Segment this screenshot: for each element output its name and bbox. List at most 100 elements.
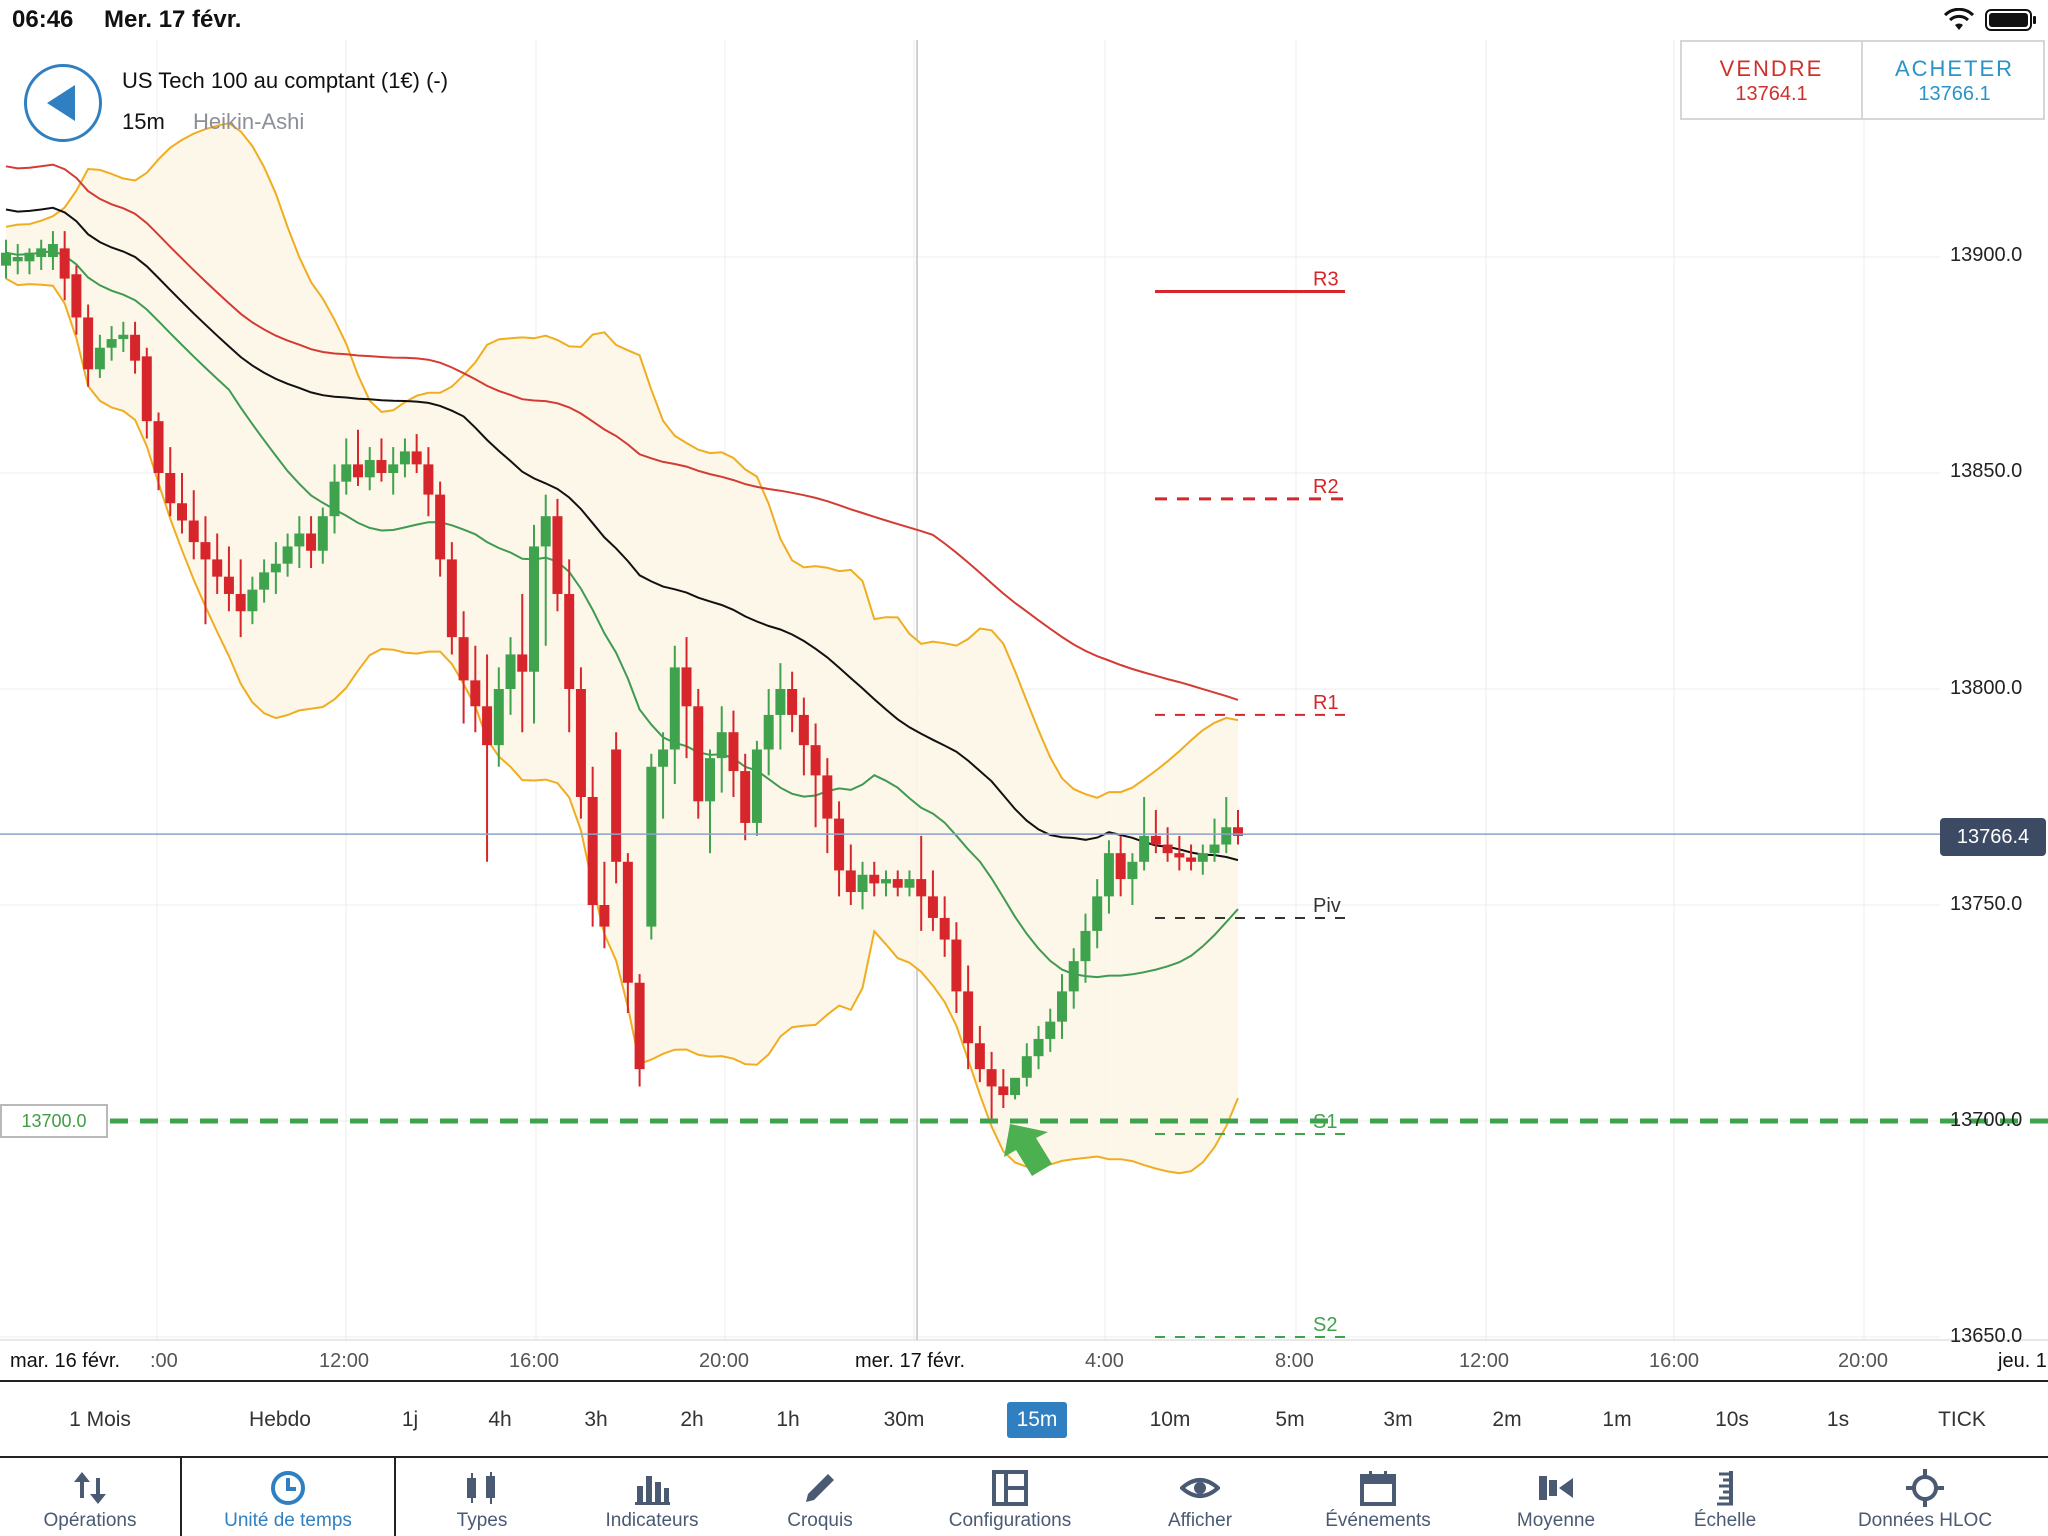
current-price-tag: 13766.4 [1940,818,2046,856]
operations-button[interactable]: Opérations [0,1458,180,1536]
candle-down [728,732,739,772]
candle-down [470,680,481,707]
timeframe-1s[interactable]: 1s [1826,1408,1850,1431]
candle-up [1,252,11,266]
candle-down [423,464,434,495]
candle-up [282,546,293,564]
candle-up [118,334,129,340]
price-axis-label: 13850.0 [1950,460,2023,482]
buy-button[interactable]: ACHETER 13766.1 [1864,42,2045,118]
pencil-icon [806,1474,834,1502]
candle-down [59,248,70,279]
candle-down [212,559,223,577]
time-unit-button[interactable]: Unité de temps [182,1458,394,1536]
timeframe-weekly[interactable]: Hebdo [249,1408,311,1431]
back-button[interactable] [24,64,102,142]
price-axis-label: 13700.0 [1950,1109,2023,1131]
candle-down [564,593,575,689]
candle-up [247,589,258,612]
price-chart[interactable]: R3R2R1PivS1S2 [0,0,2048,1380]
candle-down [587,797,598,905]
candle-down [458,637,469,681]
hloc-data-button[interactable]: Données HLOC [1810,1458,2040,1536]
candle-down [787,689,798,715]
candle-up [1197,853,1208,862]
candle-down [353,464,363,478]
candle-up [1209,844,1220,854]
toolbar-label: Données HLOC [1857,1510,1993,1531]
toolbar-separator [394,1456,396,1536]
configurations-button[interactable]: Configurations [904,1458,1116,1536]
average-button[interactable]: Moyenne [1472,1458,1640,1536]
sketch-button[interactable]: Croquis [736,1458,904,1536]
candle-down [446,559,457,638]
scale-button[interactable]: Échelle [1640,1458,1810,1536]
timeframe-3m[interactable]: 3m [1383,1408,1413,1431]
candle-down [575,689,586,797]
candle-up [364,460,375,478]
candle-down [552,516,563,594]
candle-down [1162,844,1173,854]
timeframe-tick[interactable]: TICK [1938,1408,1986,1431]
sell-button[interactable]: VENDRE 13764.1 [1682,42,1863,118]
pivot-label-r3: R3 [1313,269,1339,291]
events-button[interactable]: Événements [1284,1458,1472,1536]
timeframe-1d[interactable]: 1j [401,1408,419,1431]
time-axis-label: 20:00 [699,1350,750,1372]
timeframe-1-month[interactable]: 1 Mois [69,1408,131,1431]
price-axis-label: 13800.0 [1950,677,2023,699]
toolbar-label: Échelle [1693,1510,1757,1531]
timeframe-1h[interactable]: 1h [776,1408,800,1431]
candles-icon [467,1472,495,1504]
candle-down [798,714,809,746]
price-axis-label: 13650.0 [1950,1325,2023,1347]
timeframe-15m[interactable]: 15m [1007,1402,1067,1438]
candle-up [1068,961,1079,992]
battery-icon [1985,9,2036,31]
timeframe-10m[interactable]: 10m [1149,1408,1191,1431]
instrument-name[interactable]: US Tech 100 au comptant (1€) (-) [122,68,449,93]
status-bar: 06:46 Mer. 17 févr. [0,0,2048,40]
candle-down [1174,853,1185,858]
candle-up [341,464,352,482]
time-axis-label: mer. 17 févr. [855,1350,966,1372]
candle-down [1233,827,1243,836]
time-axis-label: 20:00 [1838,1350,1889,1372]
candle-up [1021,1056,1032,1078]
pivot-label-piv: Piv [1313,895,1341,917]
candle-down [411,451,422,465]
time-axis-label: 16:00 [1649,1350,1700,1372]
timeframe-5m[interactable]: 5m [1275,1408,1305,1431]
timeframe-10s[interactable]: 10s [1715,1408,1749,1431]
indicators-button[interactable]: Indicateurs [568,1458,736,1536]
buy-price: 13766.1 [1918,83,1991,105]
candle-up [1057,991,1067,1022]
candle-up [1139,835,1150,862]
timeframe-4h[interactable]: 4h [488,1408,512,1431]
timeframe-30m[interactable]: 30m [883,1408,925,1431]
candle-up [1221,827,1232,845]
timeframe-3h[interactable]: 3h [584,1408,608,1431]
candle-up [1033,1038,1044,1057]
timeframe-2m[interactable]: 2m [1492,1408,1522,1431]
bottom-toolbar: Opérations Unité de temps Types Indicate… [0,1456,2048,1536]
candle-down [482,706,493,746]
candle-up [317,516,328,551]
types-button[interactable]: Types [396,1458,568,1536]
candle-down [622,861,633,983]
alert-price-tag[interactable]: 13700.0 [0,1104,108,1138]
candle-up [669,667,680,750]
display-button[interactable]: Afficher [1116,1458,1284,1536]
timeframe-2h[interactable]: 2h [680,1408,704,1431]
candle-down [435,494,446,560]
timeframe-1m[interactable]: 1m [1602,1408,1632,1431]
candle-down [963,991,974,1044]
trade-box: VENDRE 13764.1 ACHETER 13766.1 [1680,40,2045,120]
toolbar-label: Configurations [948,1510,1072,1531]
candle-down [1150,835,1161,845]
buy-label: ACHETER [1894,56,2015,81]
eye-icon [1180,1478,1220,1498]
candle-down [892,879,903,888]
time-axis-label: 12:00 [1459,1350,1510,1372]
